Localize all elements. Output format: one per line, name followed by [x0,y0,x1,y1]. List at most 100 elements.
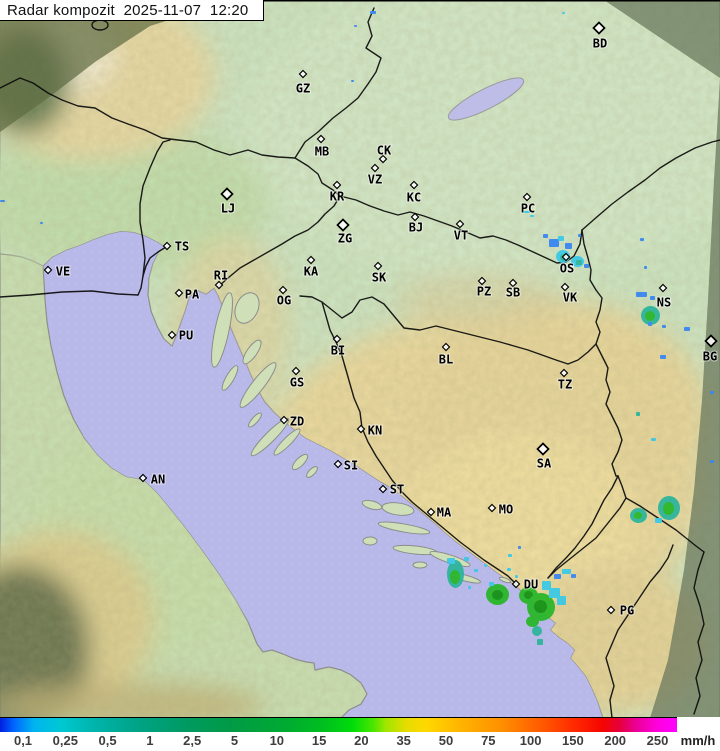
island-ugljan [273,428,301,456]
legend-unit-label: mm/h [680,733,716,748]
echo-blob [565,243,572,249]
station-og: OG [276,285,292,309]
station-bi: BI [330,334,346,359]
station-marker [167,330,177,340]
lake-balaton [447,77,525,121]
station-marker [356,424,366,434]
island-dugi-otok [250,417,290,457]
station-marker [336,218,350,232]
echo-blob [518,546,521,549]
island-lastovo [412,561,428,569]
legend-tick-label: 75 [481,733,496,748]
radar-map: GZ BD MB CK VZ LJ KR KC ZG BJ VT PC TS VE RI PA KA OG SK OS… [0,0,720,719]
station-ts: TS [162,239,190,255]
station-pa: PA [174,287,201,303]
station-marker [487,503,497,513]
echo-blob [634,512,642,519]
map-top-border [0,0,720,2]
station-label: BD [593,37,607,51]
station-zd: ZD [279,414,305,430]
echo-blob [636,292,647,297]
station-label: ZD [290,415,304,429]
title-bar: Radar kompozit 2025-11-07 12:20 [0,0,264,21]
island-elafiti [498,576,512,584]
station-marker [536,442,550,456]
echo-blob [640,238,644,241]
station-label: RI [214,269,228,283]
station-label: PU [179,329,193,343]
map-svg: GZ BD MB CK VZ LJ KR KC ZG BJ VT PC TS VE RI PA KA OG SK OS… [0,0,720,719]
island-losinj [221,365,239,391]
station-label: BI [331,344,345,358]
station-label: DU [524,578,538,592]
echo-blob [557,596,566,605]
station-label: VE [56,265,70,279]
echo-blob [508,554,512,557]
station-label: PZ [477,285,491,299]
station-label: SA [537,457,552,471]
legend-tick-label: 2,5 [183,733,202,748]
station-label: GS [290,376,304,390]
echo-blob [484,564,487,567]
station-bd: BD [592,21,608,52]
station-marker [333,459,343,469]
echo-blob [562,569,571,574]
station-marker [522,192,532,202]
station-label: ZG [338,232,352,246]
station-label: OG [277,294,291,308]
station-marker [508,278,518,288]
legend-tick-label: 100 [519,733,542,748]
station-marker [373,261,383,271]
echo-blob [648,322,652,326]
legend-tick-label: 150 [562,733,584,748]
station-marker [43,265,53,275]
island-cres [211,292,233,368]
station-label: VT [454,229,468,243]
station-sa: SA [536,442,553,472]
station-label: PA [185,288,200,302]
legend-labels: 0,1 0,25 0,5 1 2,5 5 10 15 20 35 50 75 100 150 200 250 m… [0,731,720,751]
station-marker [332,334,342,344]
legend-tick-label: 5 [230,733,239,748]
station-marker [592,21,606,35]
echo-blob [710,460,714,463]
station-label: PC [521,202,535,216]
echo-blob [370,11,376,14]
station-vt: VT [453,219,469,244]
station-kr: KR [329,180,346,205]
station-marker [298,69,308,79]
station-marker [409,180,419,190]
echo-blob [515,575,518,578]
station-label: KA [304,265,319,279]
echo-blob [464,557,469,561]
echo-blob [507,568,511,571]
echo-blob [468,586,471,589]
legend-tick-label: 50 [438,733,454,748]
echo-blob [450,570,460,584]
legend: 0,1 0,25 0,5 1 2,5 5 10 15 20 35 50 75 100 150 200 250 m… [0,717,720,751]
legend-tick-label: 250 [646,733,669,748]
station-ns: NS [656,283,672,311]
legend-tick-label: 35 [396,733,411,748]
echo-blob [578,234,581,237]
legend-tick-label: 10 [269,733,285,748]
station-st: ST [378,482,405,498]
station-label: LJ [221,202,235,216]
echo-blob [351,80,354,82]
station-gz: GZ [295,69,311,97]
echo-blob [684,327,690,331]
station-marker [370,163,380,173]
station-mo: MO [487,502,514,518]
station-marker [332,180,342,190]
echo-blob [489,582,494,586]
station-ri: RI [213,268,229,290]
station-marker [559,368,569,378]
echo-blob [534,600,547,613]
station-sb: SB [505,278,521,301]
station-marker [511,579,521,589]
station-label: SK [372,271,387,285]
station-marker [278,285,288,295]
station-marker [306,255,316,265]
station-label: KR [330,190,345,204]
station-ma: MA [426,505,453,521]
